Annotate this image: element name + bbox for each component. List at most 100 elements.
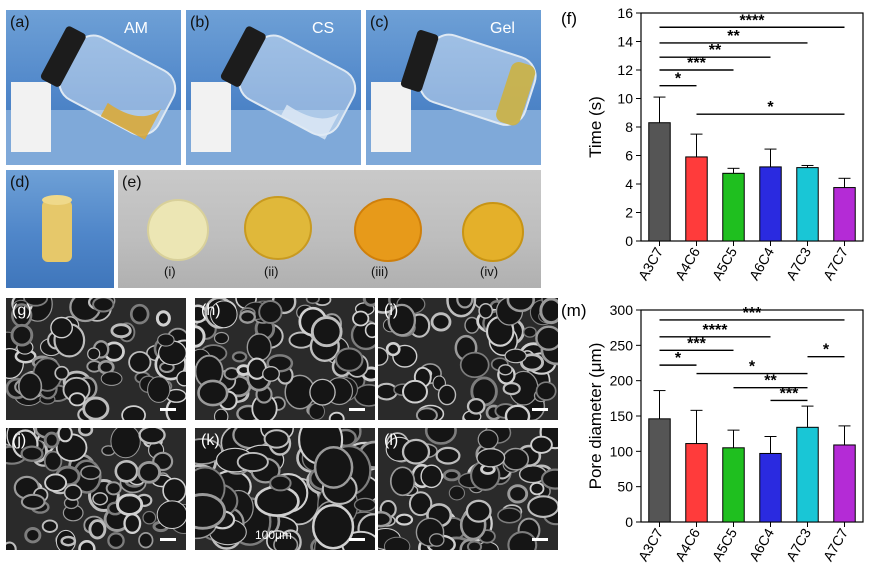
sem-panel: (l) (378, 428, 558, 550)
significance-label: ** (727, 28, 740, 45)
sem-panel-label: (i) (384, 302, 399, 319)
sem-texture (6, 298, 186, 420)
sem-panel-label: (k) (201, 432, 220, 449)
significance-label: ** (709, 42, 722, 59)
scale-bar (349, 408, 365, 411)
bar (796, 426, 819, 523)
significance-label: * (767, 99, 774, 116)
sem-panel: (g) (6, 298, 186, 420)
photo-panel-b: (b) CS (186, 10, 361, 165)
y-tick-label: 2 (625, 205, 633, 221)
sample-label-ii: (ii) (264, 264, 279, 279)
y-tick-label: 14 (617, 34, 633, 50)
significance-label: *** (743, 305, 762, 322)
bar (685, 443, 708, 523)
x-tick-label: A7C7 (820, 525, 851, 564)
vial-illustration (186, 26, 361, 165)
bar (722, 172, 745, 242)
significance-label: *** (780, 385, 799, 402)
foam-block (11, 82, 51, 152)
bar (759, 166, 782, 242)
sem-panel-label: (j) (12, 432, 27, 449)
sem-panel-label: (l) (384, 432, 399, 449)
sem-panel: (i) (378, 298, 558, 420)
bar (833, 444, 856, 523)
scale-bar (532, 408, 548, 411)
vial-illustration (6, 26, 181, 165)
scale-text: 100μm (255, 528, 292, 542)
y-tick-label: 12 (617, 62, 633, 78)
y-tick-label: 150 (610, 408, 634, 424)
panel-label: (m) (561, 301, 586, 320)
bar (648, 122, 671, 242)
vial-illustration (366, 30, 541, 165)
sample-label-iii: (iii) (371, 264, 389, 279)
x-tick-label: A6C4 (746, 525, 777, 564)
sample-label-iv: (iv) (480, 264, 499, 279)
y-tick-label: 16 (617, 5, 633, 21)
x-tick-label: A5C5 (709, 244, 740, 283)
x-tick-label: A7C3 (783, 244, 814, 283)
panel-caption-am: AM (124, 20, 148, 37)
y-tick-label: 8 (625, 119, 633, 135)
photo-panel-c: (c) Gel (366, 10, 541, 165)
sem-panel-label: (g) (12, 302, 32, 319)
y-tick-label: 300 (610, 302, 634, 318)
photo-panel-d: (d) (6, 170, 114, 288)
bar (648, 418, 671, 523)
chart-m-svg: 0 50 100 150 200 250 300 Pore diameter (μm) A3C7… (561, 301, 864, 564)
sample-label-i: (i) (164, 264, 176, 279)
y-tick-label: 250 (610, 337, 634, 353)
y-axis-label: Pore diameter (μm) (586, 343, 605, 490)
bar (722, 447, 745, 523)
scale-bar (532, 538, 548, 541)
panel-label-b: (b) (190, 14, 210, 31)
gel-cylinder-illustration (42, 195, 72, 262)
scale-bar (160, 408, 176, 411)
plot-frame (640, 309, 864, 523)
x-tick-label: A3C7 (635, 525, 666, 564)
plot-frame (640, 12, 864, 242)
panel-label: (f) (561, 9, 577, 28)
sem-panel: (j) (6, 428, 186, 550)
y-axis-label: Time (s) (586, 96, 605, 158)
significance-label: * (675, 350, 682, 367)
bar (685, 156, 708, 242)
panel-label-e: (e) (122, 174, 142, 191)
x-tick-label: A7C3 (783, 525, 814, 564)
significance-label: * (823, 342, 830, 359)
panel-label-d: (d) (10, 174, 30, 191)
significance-label: * (675, 71, 682, 88)
sem-texture (378, 298, 558, 420)
x-tick-label: A3C7 (635, 244, 666, 283)
sem-panel-label: (h) (201, 302, 221, 319)
x-tick-label: A7C7 (820, 244, 851, 283)
photo-panel-a: (a) AM (6, 10, 181, 165)
sem-panel: (k) 100μm (195, 428, 375, 550)
significance-label: **** (740, 12, 766, 29)
panel-caption-cs: CS (312, 20, 335, 37)
significance-label: **** (703, 322, 729, 339)
y-tick-label: 0 (625, 233, 633, 249)
y-tick-label: 50 (617, 479, 633, 495)
sem-texture (378, 428, 558, 550)
sem-texture (195, 298, 375, 420)
panel-label-c: (c) (370, 14, 389, 31)
x-tick-label: A4C6 (672, 525, 703, 564)
bar (759, 452, 782, 523)
sem-texture (6, 428, 186, 550)
bar (796, 167, 819, 242)
scale-bar (160, 538, 176, 541)
panel-caption-gel: Gel (490, 20, 515, 37)
panel-label-a: (a) (10, 14, 30, 31)
y-tick-label: 100 (610, 443, 634, 459)
y-tick-label: 0 (625, 514, 633, 530)
scale-bar (349, 538, 365, 541)
significance-label: * (749, 359, 756, 376)
gel-samples-illustration (147, 196, 524, 262)
chart-panel-m: 0 50 100 150 200 250 300 Pore diameter (μm) A3C7… (553, 296, 895, 582)
y-tick-label: 10 (617, 91, 633, 107)
sem-panel: (h) (195, 298, 375, 420)
y-tick-label: 4 (625, 176, 633, 192)
y-tick-label: 6 (625, 148, 633, 164)
